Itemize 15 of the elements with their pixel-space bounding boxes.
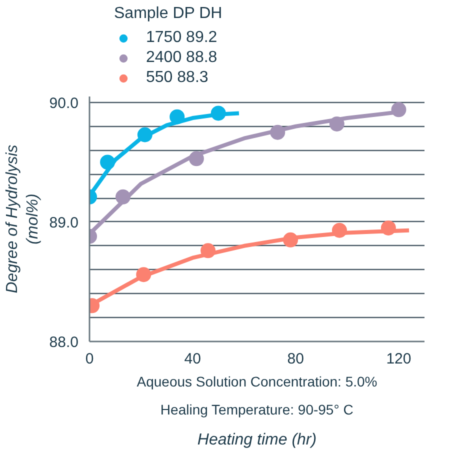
y-tick-label: 90.0	[49, 94, 79, 112]
text: Healing Temperature: 90-95° C	[160, 402, 354, 418]
x-axis-title: Heating time (hr)	[197, 432, 317, 448]
y-tick-label: 89.0	[49, 214, 79, 232]
y-axis-title: Degree of Hydrolysis (mol%)	[4, 144, 42, 294]
x-tick-label: 40	[184, 350, 201, 368]
x-tick-label: 0	[85, 350, 94, 368]
legend-label: 2400 88.8	[146, 49, 218, 67]
legend-label: 550 88.3	[146, 69, 208, 87]
legend-title: Sample DP DH	[114, 5, 222, 23]
x-tick-label: 120	[386, 350, 412, 368]
text: Aqueous Solution Concentration: 5.0%	[136, 374, 378, 390]
legend-label: 1750 89.2	[146, 29, 218, 47]
y-tick-label: 88.0	[49, 334, 79, 351]
x-tick-label: 80	[287, 350, 304, 368]
